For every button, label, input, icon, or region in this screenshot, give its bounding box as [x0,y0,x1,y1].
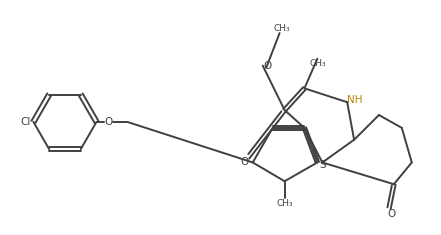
Text: O: O [105,117,113,127]
Text: CH₃: CH₃ [276,199,293,208]
Text: CH₃: CH₃ [309,59,326,68]
Text: CH₃: CH₃ [273,24,290,33]
Text: S: S [319,160,326,170]
Text: O: O [264,61,272,71]
Text: O: O [387,209,395,219]
Text: O: O [240,157,248,167]
Text: Cl: Cl [20,117,31,127]
Text: NH: NH [348,95,363,105]
